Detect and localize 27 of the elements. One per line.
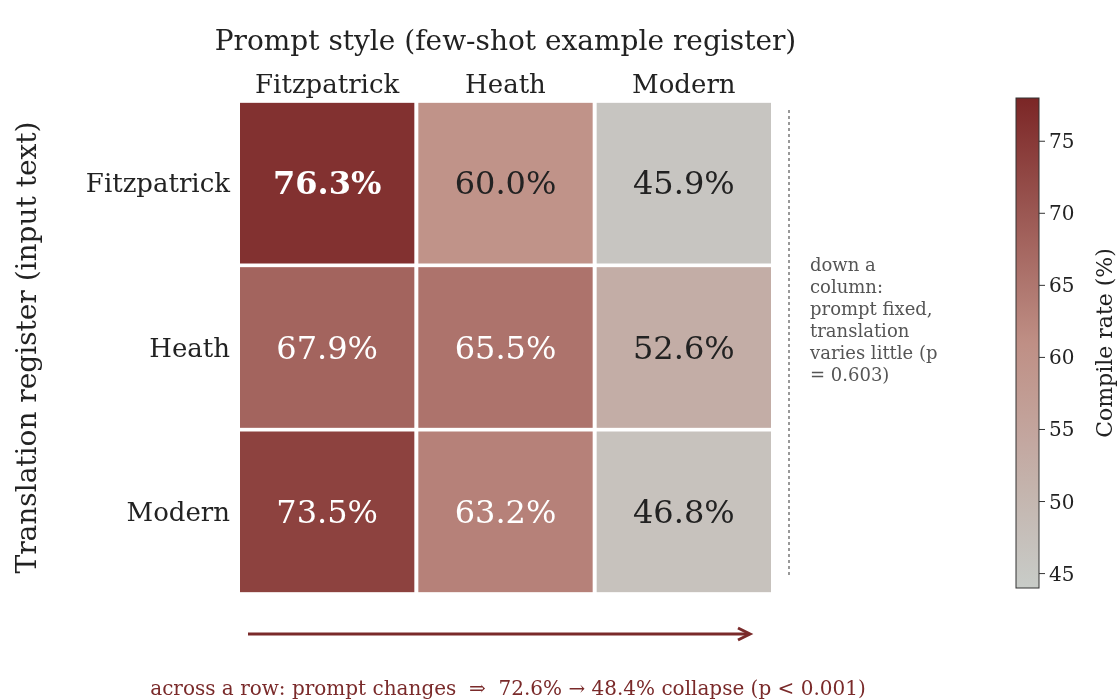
data-label: 76.3% <box>272 164 382 203</box>
y-axis-title: Translation register (input text) <box>9 121 43 574</box>
data-label: 52.6% <box>633 328 735 367</box>
data-label: 67.9% <box>276 328 378 367</box>
x-tick-label: Heath <box>465 69 547 99</box>
color-bar-label: 70 <box>1049 201 1075 226</box>
color-bar-label: 75 <box>1049 129 1075 154</box>
y-tick-label: Fitzpatrick <box>85 168 231 199</box>
color-bar-label: 45 <box>1049 561 1075 586</box>
x-tick-label: Modern <box>632 69 736 99</box>
color-bar-label: 65 <box>1049 273 1075 298</box>
data-label: 73.5% <box>276 492 378 531</box>
color-bar-label: 55 <box>1049 417 1075 442</box>
data-label: 63.2% <box>454 492 557 531</box>
color-bar-title: Compile rate (%) <box>1092 248 1117 438</box>
text: down a column: prompt fixed, translation varies little (p = 0.603) <box>810 254 939 386</box>
color-bar-label: 60 <box>1049 345 1075 370</box>
data-label: 45.9% <box>633 164 735 203</box>
x-axis-title: Prompt style (few-shot example register) <box>214 24 797 57</box>
y-tick-label: Heath <box>149 332 231 363</box>
data-label: 46.8% <box>633 492 735 531</box>
data-label: 65.5% <box>454 328 557 367</box>
text: across a row: prompt changes ⇒ 72.6% → 48.4% collapse (p < 0.001) <box>149 676 867 700</box>
color-bar-label: 50 <box>1049 489 1075 514</box>
x-tick-label: Fitzpatrick <box>255 69 400 99</box>
data-label: 60.0% <box>454 164 557 203</box>
y-tick-label: Modern <box>126 497 231 528</box>
